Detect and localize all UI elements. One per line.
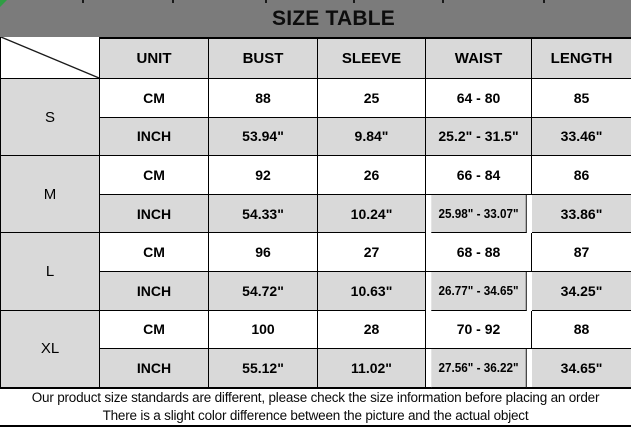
cell-s-inch-waist: 25.2" - 31.5" bbox=[426, 117, 532, 157]
cell-s-inch-bust: 53.94" bbox=[209, 117, 318, 157]
top-tick bbox=[82, 0, 84, 3]
column-header-waist: WAIST bbox=[426, 37, 532, 79]
cell-s-cm-bust: 88 bbox=[209, 79, 318, 118]
column-header-bust: BUST bbox=[209, 37, 318, 79]
cell-m-cm-waist: 66 - 84 bbox=[426, 156, 532, 195]
top-tick bbox=[442, 0, 444, 3]
cell-l-cm-length: 87 bbox=[532, 233, 631, 272]
cell-s-cm-sleeve: 25 bbox=[318, 79, 426, 118]
size-label-l: L bbox=[1, 233, 100, 311]
unit-inch-label: INCH bbox=[100, 349, 209, 388]
cell-m-cm-bust: 92 bbox=[209, 156, 318, 195]
footer-line-1: Our product size standards are different… bbox=[31, 389, 600, 405]
cell-l-cm-waist: 68 - 88 bbox=[426, 233, 532, 272]
cell-m-inch-sleeve: 10.24" bbox=[318, 194, 426, 234]
diagonal-slash-icon bbox=[1, 37, 99, 78]
cell-s-cm-length: 85 bbox=[532, 79, 631, 118]
cell-xl-cm-bust: 100 bbox=[209, 310, 318, 350]
top-tick bbox=[543, 0, 545, 3]
cell-xl-cm-waist: 70 - 92 bbox=[426, 310, 532, 350]
title-bar: SIZE TABLE bbox=[0, 0, 631, 37]
column-header-unit: UNIT bbox=[100, 37, 209, 79]
cell-xl-inch-bust: 55.12" bbox=[209, 349, 318, 388]
cell-xl-inch-length: 34.65" bbox=[532, 349, 631, 388]
cell-s-cm-waist: 64 - 80 bbox=[426, 79, 532, 118]
cell-m-inch-waist: 25.98" - 33.07" bbox=[431, 194, 527, 234]
cell-m-cm-length: 86 bbox=[532, 156, 631, 195]
unit-cm-label: CM bbox=[100, 156, 209, 195]
cell-l-inch-length: 34.25" bbox=[532, 271, 631, 311]
cell-l-inch-sleeve: 10.63" bbox=[318, 271, 426, 311]
unit-cm-label: CM bbox=[100, 310, 209, 350]
cell-l-inch-bust: 54.72" bbox=[209, 271, 318, 311]
unit-cm-label: CM bbox=[100, 233, 209, 272]
footer-line-2: There is a slight color difference betwe… bbox=[102, 407, 529, 423]
unit-inch-label: INCH bbox=[100, 194, 209, 234]
cell-m-inch-bust: 54.33" bbox=[209, 194, 318, 234]
cell-l-cm-sleeve: 27 bbox=[318, 233, 426, 272]
cell-xl-inch-waist: 27.56" - 36.22" bbox=[431, 349, 527, 388]
top-tick bbox=[172, 0, 174, 3]
top-tick bbox=[353, 0, 355, 3]
page-title: SIZE TABLE bbox=[272, 6, 395, 30]
cell-xl-cm-length: 88 bbox=[532, 310, 631, 350]
cell-l-cm-bust: 96 bbox=[209, 233, 318, 272]
size-table: UNIT BUST SLEEVE WAIST LENGTH S CM 88 25… bbox=[0, 37, 631, 388]
cell-s-inch-sleeve: 9.84" bbox=[318, 117, 426, 157]
cell-m-cm-sleeve: 26 bbox=[318, 156, 426, 195]
green-corner-mark bbox=[0, 0, 7, 7]
footer-note: Our product size standards are different… bbox=[0, 386, 631, 427]
cell-xl-inch-sleeve: 11.02" bbox=[318, 349, 426, 388]
size-label-xl: XL bbox=[1, 310, 100, 388]
top-tick bbox=[265, 0, 267, 3]
unit-cm-label: CM bbox=[100, 79, 209, 118]
column-header-length: LENGTH bbox=[532, 37, 631, 79]
cell-xl-cm-sleeve: 28 bbox=[318, 310, 426, 350]
size-label-s: S bbox=[1, 79, 100, 157]
corner-diagonal-cell bbox=[1, 37, 100, 79]
unit-inch-label: INCH bbox=[100, 271, 209, 311]
unit-inch-label: INCH bbox=[100, 117, 209, 157]
cell-l-inch-waist: 26.77" - 34.65" bbox=[431, 271, 527, 311]
cell-m-inch-length: 33.86" bbox=[532, 194, 631, 234]
cell-s-inch-length: 33.46" bbox=[532, 117, 631, 157]
size-label-m: M bbox=[1, 156, 100, 234]
column-header-sleeve: SLEEVE bbox=[318, 37, 426, 79]
